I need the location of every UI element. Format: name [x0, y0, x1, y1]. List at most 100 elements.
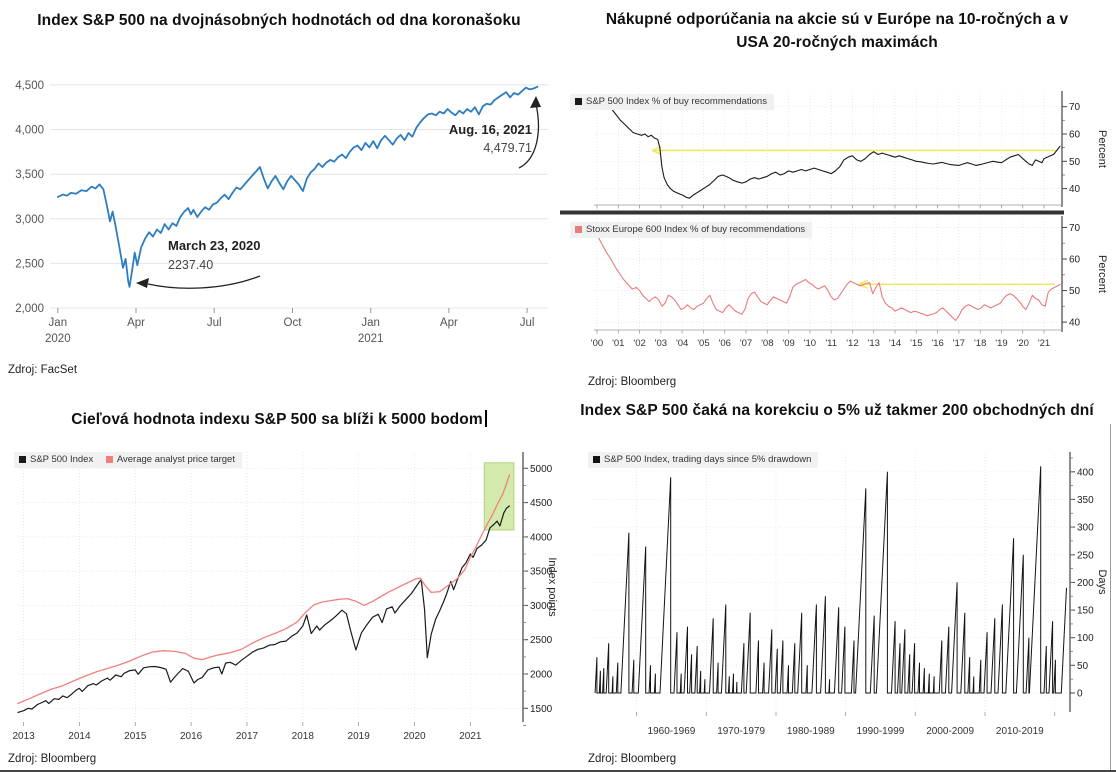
legend-label: S&P 500 Index [30, 454, 94, 465]
x-tick-label: 2020 [403, 731, 426, 742]
tick-label: 60 [1069, 129, 1081, 140]
tick-label: 40 [1069, 318, 1081, 329]
x-tick-label: '14 [889, 338, 901, 349]
tick-label: 0 [1077, 689, 1083, 700]
source-label: Zdroj: Bloomberg [8, 753, 97, 765]
yellow-arrowhead [858, 279, 869, 289]
source-label: Zdroj: Bloomberg [588, 376, 677, 388]
x-tick-label: 2016 [180, 731, 203, 742]
y-axis-title: Index points [546, 557, 558, 617]
tick-label: Jul [207, 317, 222, 329]
x-tick-label: 2000-2009 [926, 726, 974, 737]
tick-label: 2000 [530, 670, 553, 681]
annotation-peak-label: Aug. 16, 2021 [449, 122, 532, 137]
tick-label: 4000 [530, 532, 553, 543]
chart-title-price-target: Cieľová hodnota indexu S&P 500 sa blíži … [0, 410, 558, 429]
tick-label: 3,500 [15, 169, 44, 181]
series-line [56, 85, 539, 288]
x-tick-label: '15 [910, 338, 922, 349]
tick-label: 350 [1077, 495, 1094, 506]
legend-price-target: S&P 500 Index Average analyst price targ… [14, 452, 242, 468]
y-axis-title: Percent [1096, 130, 1108, 168]
window-right-edge [1110, 424, 1111, 770]
tick-label: 40 [1069, 184, 1081, 195]
x-tick-label: 2015 [124, 731, 147, 742]
x-tick-label: '17 [953, 338, 965, 349]
x-tick-label: 1990-1999 [857, 726, 905, 737]
x-tick-label: 2017 [236, 731, 259, 742]
price-target-chart: 1500 2000 2500 3000 3500 4000 4500 5000 2013 2014… [12, 452, 558, 742]
tick-label: 60 [1069, 255, 1081, 266]
tick-label: 1500 [530, 704, 553, 715]
x-tick-label: '20 [1017, 338, 1029, 349]
x-tick-label: '02 [633, 338, 645, 349]
tick-label: Apr [127, 317, 145, 329]
tick-label: 4,500 [15, 80, 44, 92]
x-tick-label: '01 [612, 338, 624, 349]
tick-label: Oct [284, 317, 303, 329]
annotation-trough-value: 2237.40 [168, 258, 213, 272]
legend-label: S&P 500 Index, trading days since 5% dra… [604, 454, 812, 465]
x-tick-label: 1980-1989 [787, 726, 835, 737]
tick-label: 150 [1077, 606, 1094, 617]
tick-label: 400 [1077, 467, 1094, 478]
source-label: Zdroj: FacSet [8, 364, 78, 376]
tick-label: 200 [1077, 578, 1094, 589]
series-line [593, 99, 1061, 199]
legend-label: S&P 500 Index % of buy recommendations [586, 96, 767, 107]
panel-buy-recommendations: Nákupné odporúčania na akcie sú v Európe… [558, 0, 1116, 388]
tick-label: 2,000 [15, 303, 44, 315]
x-tick-label: '16 [931, 338, 943, 349]
chart-title-drawdown: Index S&P 500 čaká na korekciu o 5% už t… [580, 402, 1094, 419]
x-tick-label: '00 [591, 338, 603, 349]
sawtooth-series [594, 466, 1067, 694]
panel-price-target: Cieľová hodnota indexu S&P 500 sa blíži … [0, 386, 558, 770]
tick-label: 2500 [530, 635, 553, 646]
x-tick-label: '08 [761, 338, 773, 349]
tick-label: Jul [520, 317, 535, 329]
tick-label: 70 [1069, 223, 1081, 234]
tick-label: 2020 [45, 333, 71, 345]
tick-label: Jan [361, 317, 380, 329]
legend-item: Average analyst price target [105, 454, 235, 465]
annotation-arrowhead [136, 278, 149, 288]
subchart-divider [560, 210, 1064, 215]
series-line [593, 233, 1061, 322]
legend-swatch-black [575, 98, 582, 105]
panel-sp500-covid: Index S&P 500 na dvojnásobných hodnotách… [0, 0, 558, 386]
x-tick-label: '06 [719, 338, 731, 349]
y-axis-title: Days [1096, 569, 1108, 595]
x-tick-label: '11 [825, 338, 837, 349]
legend-swatch-black [19, 456, 26, 463]
tick-label: 5000 [530, 464, 553, 475]
x-tick-label: '05 [697, 338, 709, 349]
x-tick-label: 2019 [348, 731, 371, 742]
tick-label: 4500 [530, 498, 553, 509]
tick-label: 50 [1077, 661, 1089, 672]
tick-label: 70 [1069, 102, 1081, 113]
x-tick-label: 2021 [459, 731, 482, 742]
legend-swatch-red [575, 226, 582, 233]
x-tick-label: '21 [1038, 338, 1050, 349]
chart-title-sp500-covid: Index S&P 500 na dvojnásobných hodnotách… [37, 12, 521, 29]
x-tick-label: '10 [804, 338, 816, 349]
legend-swatch-black [593, 456, 600, 463]
panel-drawdown: Index S&P 500 čaká na korekciu o 5% už t… [558, 386, 1116, 770]
x-tick-label: '18 [974, 338, 986, 349]
x-tick-label: 2018 [292, 731, 315, 742]
text-caret [484, 410, 487, 427]
tick-label: Apr [440, 317, 458, 329]
y-axis-title: Percent [1096, 255, 1108, 293]
annotation-peak-value: 4,479.71 [483, 141, 532, 155]
tick-label: 2021 [358, 333, 384, 345]
tick-label: 100 [1077, 633, 1094, 644]
x-tick-label: 2010-2019 [996, 726, 1044, 737]
x-tick-label: '09 [782, 338, 794, 349]
x-tick-label: '19 [995, 338, 1007, 349]
source-label: Zdroj: Bloomberg [588, 753, 677, 765]
buy-recommendations-chart: 40 50 60 70 Percent 40 50 60 70 Percent '00 '01 '02 '… [560, 91, 1108, 349]
legend-item: S&P 500 Index [19, 454, 93, 465]
sp500-covid-line-chart: 2,000 2,500 3,000 3,500 4,000 4,500 Jan 2020 Apr… [15, 80, 548, 345]
x-tick-label: 2014 [68, 731, 91, 742]
